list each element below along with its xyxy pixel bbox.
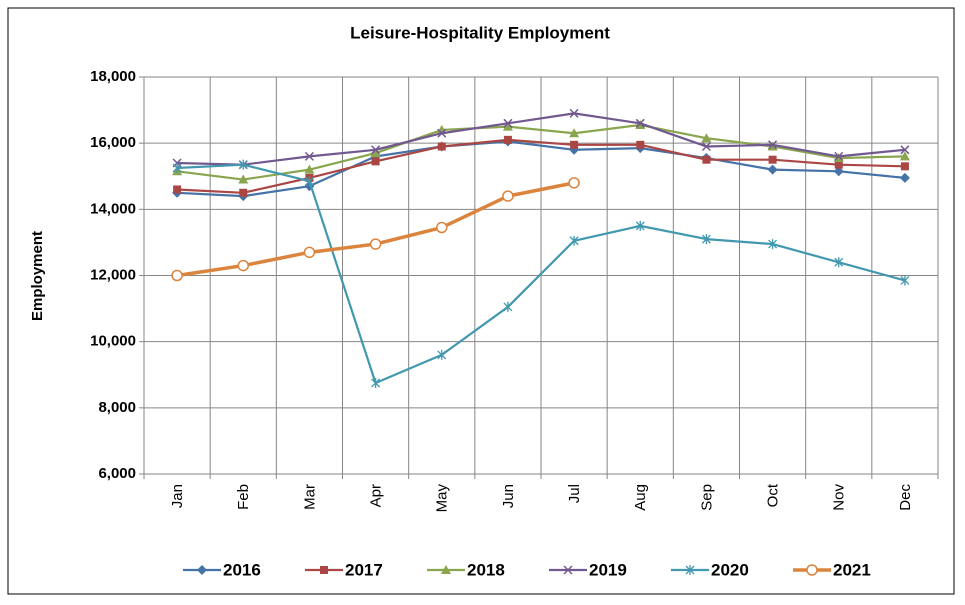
marker	[437, 349, 447, 360]
marker	[197, 565, 207, 575]
marker	[570, 140, 579, 149]
marker	[239, 188, 248, 197]
y-tick-label: 16,000	[90, 134, 136, 151]
series-line	[177, 163, 906, 385]
series-line	[177, 140, 906, 198]
y-tick-label: 14,000	[90, 200, 136, 217]
marker	[768, 239, 778, 250]
marker	[833, 166, 844, 177]
marker	[899, 151, 910, 161]
y-axis-label: Employment	[29, 231, 46, 321]
series-line	[177, 138, 905, 194]
x-tick-label: Oct	[765, 483, 782, 507]
marker	[238, 159, 248, 170]
marker	[370, 148, 381, 158]
marker	[701, 133, 712, 143]
x-tick-label: Apr	[368, 484, 385, 507]
marker	[369, 238, 382, 250]
x-tick-label: Aug	[632, 484, 649, 511]
y-tick-label: 8,000	[98, 399, 136, 416]
marker	[437, 128, 447, 138]
marker	[900, 145, 910, 155]
marker	[702, 155, 711, 164]
marker	[834, 151, 844, 161]
marker	[569, 235, 579, 246]
x-tick-label: Sep	[698, 484, 715, 511]
marker	[436, 221, 448, 234]
x-tick-label: Jun	[500, 484, 517, 508]
marker	[636, 140, 645, 149]
marker	[568, 177, 580, 189]
marker	[701, 141, 711, 152]
marker	[303, 246, 316, 259]
marker	[701, 234, 711, 245]
marker	[437, 142, 446, 151]
marker	[502, 190, 514, 202]
marker	[569, 128, 580, 138]
marker	[371, 378, 381, 389]
marker	[304, 176, 314, 187]
marker	[899, 172, 910, 183]
x-tick-label: May	[434, 484, 451, 513]
marker	[237, 259, 249, 272]
marker	[834, 160, 843, 169]
marker	[371, 157, 380, 166]
marker	[304, 164, 315, 174]
marker	[635, 118, 645, 128]
chart-border	[7, 7, 955, 595]
marker	[569, 108, 579, 118]
y-tick-label: 12,000	[90, 266, 136, 283]
marker	[767, 164, 778, 175]
x-tick-label: Nov	[831, 484, 848, 511]
legend-label: 2019	[589, 560, 627, 579]
legend-label: 2021	[833, 560, 871, 579]
chart-title: Leisure-Hospitality Employment	[350, 23, 610, 42]
marker	[900, 275, 910, 286]
marker	[172, 162, 182, 173]
legend-label: 2017	[345, 560, 383, 579]
legend-label: 2020	[711, 560, 749, 579]
marker	[171, 269, 183, 282]
y-tick-label: 6,000	[98, 465, 136, 482]
marker	[502, 121, 513, 131]
x-tick-label: Dec	[897, 484, 914, 511]
marker	[503, 118, 513, 128]
legend-label: 2018	[467, 560, 505, 579]
series-line	[177, 112, 906, 166]
marker	[685, 565, 695, 575]
y-tick-label: 18,000	[90, 68, 136, 85]
marker	[834, 257, 844, 268]
marker	[768, 140, 778, 150]
x-tick-label: Jan	[169, 484, 186, 508]
x-tick-label: Feb	[235, 484, 252, 510]
marker	[503, 301, 513, 312]
marker	[768, 155, 777, 164]
marker	[238, 174, 249, 184]
x-tick-label: Jul	[566, 484, 583, 503]
marker	[806, 564, 818, 576]
marker	[503, 135, 512, 144]
marker	[173, 185, 182, 194]
marker	[900, 162, 909, 171]
y-tick-label: 10,000	[90, 333, 136, 350]
marker	[320, 566, 328, 574]
series-line	[176, 123, 905, 181]
marker	[441, 565, 451, 574]
x-tick-label: Mar	[301, 484, 318, 510]
marker	[635, 220, 645, 231]
legend-label: 2016	[223, 560, 261, 579]
marker	[563, 565, 573, 575]
marker	[304, 151, 314, 161]
marker	[371, 145, 381, 155]
